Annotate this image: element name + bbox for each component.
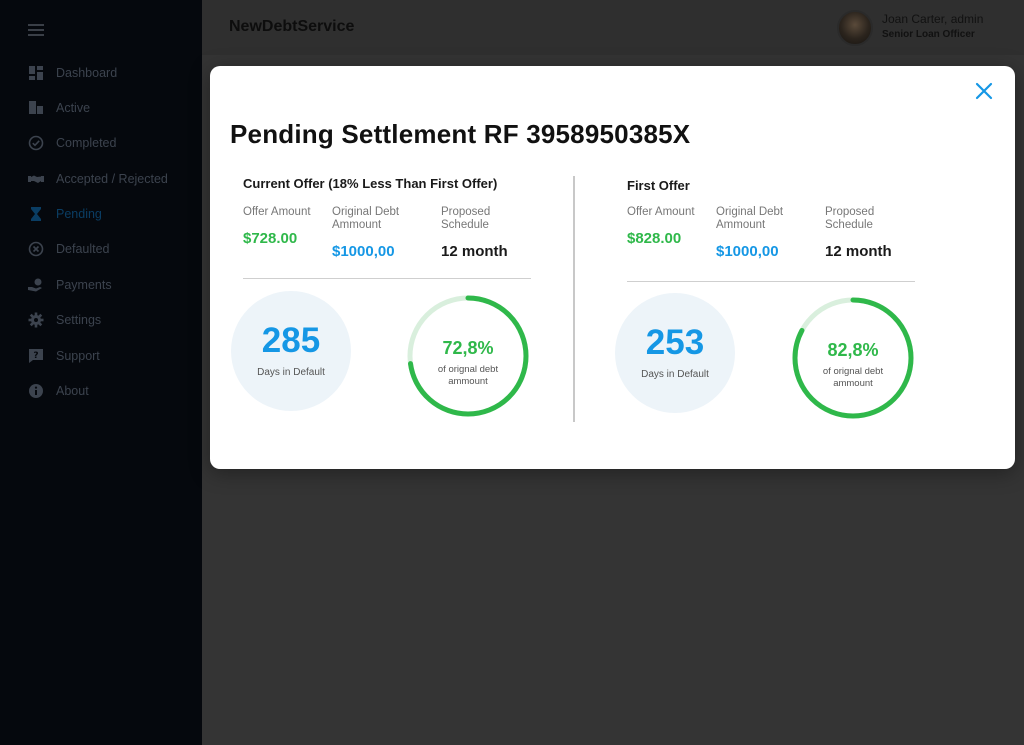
sidebar-item-pending[interactable]: Pending (0, 196, 202, 231)
close-button[interactable] (975, 82, 993, 100)
percent-ring: 72,8% of orignal debt ammount (406, 294, 530, 418)
proposed-schedule-column: Proposed Schedule 12 month (441, 206, 531, 260)
days-in-default-circle: 285 Days in Default (231, 291, 351, 411)
offer-amount-column: Offer Amount $728.00 (243, 206, 323, 247)
menu-icon[interactable] (28, 24, 44, 37)
sidebar-item-about[interactable]: About (0, 373, 202, 408)
section-separator (243, 278, 531, 279)
sidebar-item-accepted-rejected[interactable]: Accepted / Rejected (0, 161, 202, 196)
first-offer-heading: First Offer (627, 178, 690, 193)
days-in-default-label: Days in Default (641, 369, 709, 380)
sidebar-item-completed[interactable]: Completed (0, 125, 202, 160)
close-icon (975, 82, 993, 100)
hourglass-icon (28, 206, 44, 222)
payment-hand-icon (28, 277, 44, 293)
original-debt-value: $1000,00 (716, 243, 779, 260)
percent-ring: 82,8% of orignal debt ammount (791, 296, 915, 420)
percent-label: of orignal debt ammount (437, 364, 499, 387)
sidebar-item-label: Active (56, 100, 91, 115)
sidebar-item-support[interactable]: ? Support (0, 338, 202, 373)
section-separator (627, 281, 915, 282)
sidebar-item-label: Settings (56, 312, 102, 327)
panel-divider (573, 176, 575, 422)
check-circle-icon (28, 135, 44, 151)
offer-amount-column: Offer Amount $828.00 (627, 206, 707, 247)
modal-title: Pending Settlement RF 3958950385X (230, 119, 691, 149)
active-icon (28, 100, 44, 116)
sidebar-item-defaulted[interactable]: Defaulted (0, 231, 202, 266)
sidebar-item-active[interactable]: Active (0, 90, 202, 125)
days-in-default-value: 253 (645, 323, 705, 362)
offer-amount-label: Offer Amount (627, 206, 695, 218)
svg-text:?: ? (33, 351, 38, 361)
settlement-modal: Pending Settlement RF 3958950385X Curren… (210, 66, 1015, 469)
user-role: Senior Loan Officer (882, 29, 975, 40)
days-in-default-value: 285 (261, 321, 321, 360)
offer-amount-value: $728.00 (243, 230, 298, 247)
original-debt-column: Original Debt Ammount $1000,00 (716, 206, 816, 260)
offer-amount-label: Offer Amount (243, 206, 311, 218)
ring-progress-arc (407, 295, 529, 417)
percent-value: 82,8% (827, 340, 879, 360)
sidebar-item-label: About (56, 383, 89, 398)
sidebar-item-payments[interactable]: Payments (0, 267, 202, 302)
sidebar-item-dashboard[interactable]: Dashboard (0, 55, 202, 90)
sidebar-item-label: Defaulted (56, 241, 110, 256)
x-circle-icon (28, 241, 44, 257)
sidebar-item-label: Completed (56, 135, 117, 150)
original-debt-label: Original Debt Ammount (332, 206, 400, 231)
proposed-schedule-column: Proposed Schedule 12 month (825, 206, 915, 260)
original-debt-column: Original Debt Ammount $1000,00 (332, 206, 432, 260)
original-debt-value: $1000,00 (332, 243, 395, 260)
offer-amount-value: $828.00 (627, 230, 682, 247)
top-header: NewDebtService Joan Carter, admin Senior… (202, 0, 1024, 55)
support-chat-icon: ? (28, 348, 44, 364)
handshake-icon (28, 171, 44, 187)
proposed-schedule-value: 12 month (825, 243, 892, 260)
original-debt-label: Original Debt Ammount (716, 206, 784, 231)
percent-value: 72,8% (442, 338, 494, 358)
gear-icon (28, 312, 44, 328)
sidebar-item-label: Accepted / Rejected (56, 171, 168, 186)
sidebar: Dashboard Active Completed Accepted / Re… (0, 0, 202, 745)
dashboard-icon (28, 65, 44, 81)
proposed-schedule-value: 12 month (441, 243, 508, 260)
days-in-default-circle: 253 Days in Default (615, 293, 735, 413)
percent-label: of orignal debt ammount (822, 366, 884, 389)
proposed-schedule-label: Proposed Schedule (825, 206, 875, 231)
user-name: Joan Carter, admin (882, 12, 984, 26)
sidebar-item-label: Pending (56, 206, 102, 221)
avatar[interactable] (837, 10, 873, 46)
sidebar-item-label: Support (56, 348, 100, 363)
sidebar-item-label: Payments (56, 277, 112, 292)
sidebar-item-settings[interactable]: Settings (0, 302, 202, 337)
sidebar-item-label: Dashboard (56, 65, 118, 80)
days-in-default-label: Days in Default (257, 367, 325, 378)
info-icon (28, 383, 44, 399)
proposed-schedule-label: Proposed Schedule (441, 206, 491, 231)
brand-name: NewDebtService (229, 18, 355, 35)
ring-progress-arc (792, 297, 914, 419)
current-offer-heading: Current Offer (18% Less Than First Offer… (243, 176, 498, 191)
